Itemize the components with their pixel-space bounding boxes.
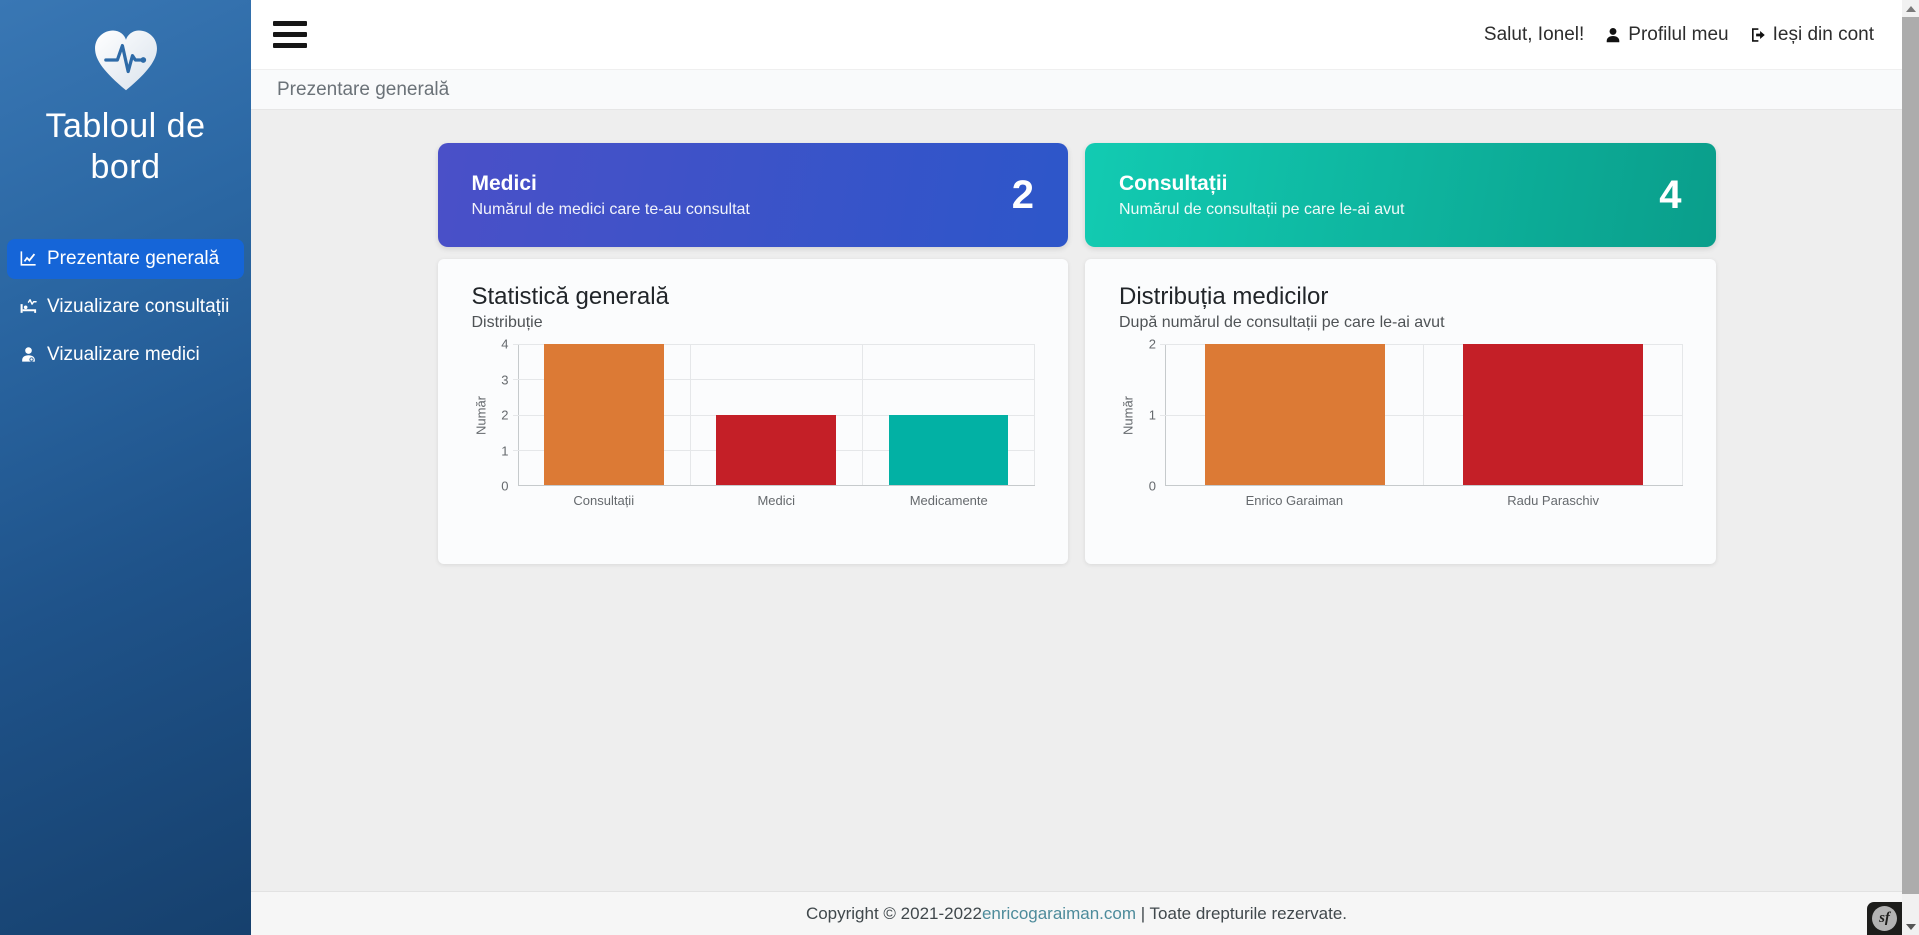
- plot-area: [1160, 344, 1683, 486]
- y-tick-label: 0: [501, 478, 509, 494]
- footer-site-link[interactable]: enricogaraiman.com: [981, 903, 1136, 923]
- chart-line-icon: [20, 251, 36, 267]
- y-axis-ticks: 0 1 2: [1137, 337, 1165, 494]
- y-tick-label: 4: [501, 336, 509, 352]
- chart-subtitle: Distribuție: [471, 314, 543, 331]
- bar-consultații: [544, 344, 664, 485]
- y-tick-label: 3: [501, 372, 509, 387]
- sidebar-item-label: Prezentare generală: [47, 247, 220, 269]
- y-axis-title: Număr: [1120, 395, 1136, 435]
- x-axis-label: Medicamente: [909, 493, 988, 508]
- chart-title: Distribuția medicilor: [1119, 283, 1329, 310]
- y-tick-label: 0: [1148, 478, 1156, 494]
- category-cell: [863, 344, 1036, 485]
- x-axis-label: Consultații: [573, 493, 635, 508]
- sidebar-item-label: Vizualizare medici: [47, 343, 200, 365]
- chart-subtitle: După numărul de consultații pe care le-a…: [1119, 314, 1445, 331]
- sidebar-item-vizualizare-medici[interactable]: Vizualizare medici: [7, 335, 244, 375]
- gridline: [1160, 344, 1683, 345]
- gridline: [1160, 414, 1683, 416]
- rights-text: | Toate drepturile rezervate.: [1135, 903, 1348, 923]
- y-axis-ticks: 0 1 2 3 4: [490, 337, 518, 494]
- procedures-icon: [20, 299, 37, 314]
- topbar-right: Salut, Ionel! Profilul meu Ieși din cont: [1484, 24, 1874, 46]
- bar-enrico-garaiman: [1204, 344, 1385, 485]
- x-axis-label: Enrico Garaiman: [1245, 493, 1344, 508]
- gridline: [512, 344, 1035, 345]
- chart-title: Statistică generală: [471, 283, 669, 310]
- stat-card-medici: Medici Numărul de medici care te-au cons…: [437, 143, 1068, 247]
- sidebar-item-vizualizare-consultatii[interactable]: Vizualizare consultații: [7, 287, 244, 327]
- stat-card-value: 2: [1011, 172, 1034, 217]
- user-md-icon: [22, 347, 35, 363]
- page-content: Medici Numărul de medici care te-au cons…: [251, 110, 1902, 891]
- sidebar-item-label: Vizualizare consultații: [47, 295, 230, 317]
- category-cell: [1166, 344, 1425, 485]
- sidebar-menu: Prezentare generală Vizualizare consulta…: [0, 238, 251, 375]
- y-tick-label: 1: [501, 443, 509, 458]
- stat-card-subtitle: Numărul de medici care te-au consultat: [471, 200, 750, 218]
- app-logo: [0, 0, 251, 94]
- vertical-scrollbar[interactable]: [1902, 0, 1919, 935]
- symfony-logo-icon: sf: [1872, 906, 1897, 931]
- x-axis-labels: Consultații Medici Medicamente: [518, 486, 1036, 512]
- sign-out-icon: [1751, 27, 1765, 42]
- stat-card-title: Medici: [471, 171, 537, 195]
- chart-card-statistica-generala: Statistică generală Distribuție Număr 0 1…: [437, 259, 1068, 564]
- copyright-text: Copyright © 2021-2022: [805, 903, 982, 923]
- heart-pulse-icon: [94, 30, 157, 91]
- gridline: [512, 379, 1035, 381]
- category-cell: [691, 344, 863, 485]
- breadcrumb-bar: Prezentare generală: [251, 70, 1902, 110]
- scroll-up-arrow-icon[interactable]: [1902, 0, 1919, 17]
- x-axis-labels: Enrico Garaiman Radu Paraschiv: [1165, 486, 1683, 512]
- app-title: Tabloul de bord: [45, 107, 206, 187]
- chart-card-distributia-medicilor: Distribuția medicilor După numărul de co…: [1085, 259, 1716, 564]
- x-axis-label: Medici: [757, 493, 796, 508]
- y-tick-label: 2: [1148, 336, 1156, 352]
- stat-card-value: 4: [1659, 172, 1682, 217]
- y-tick-label: 2: [501, 407, 509, 423]
- stat-card-title: Consultații: [1119, 171, 1228, 195]
- logout-link[interactable]: Ieși din cont: [1749, 24, 1874, 46]
- bar-radu-paraschiv: [1462, 344, 1643, 485]
- greeting-text: Salut, Ionel!: [1483, 23, 1585, 45]
- user-icon: [1606, 27, 1620, 42]
- bar-medicamente: [888, 414, 1009, 485]
- category-cell: [1424, 344, 1683, 485]
- sidebar-item-prezentare-generala[interactable]: Prezentare generală: [7, 238, 244, 279]
- footer: Copyright © 2021-2022 enricogaraiman.com…: [251, 891, 1902, 935]
- profile-link[interactable]: Profilul meu: [1604, 23, 1729, 46]
- plot-area: [512, 344, 1036, 486]
- y-tick-label: 1: [1148, 407, 1156, 423]
- stat-card-consultatii: Consultații Numărul de consultații pe ca…: [1085, 143, 1716, 247]
- main-area: Salut, Ionel! Profilul meu Ieși din cont…: [251, 0, 1902, 935]
- bar-medici: [716, 414, 837, 485]
- scrollbar-thumb[interactable]: [1902, 17, 1919, 894]
- y-axis-title: Număr: [473, 395, 488, 435]
- profile-link-label: Profilul meu: [1628, 23, 1729, 45]
- symfony-debug-toolbar-button[interactable]: sf: [1867, 902, 1902, 935]
- topbar: Salut, Ionel! Profilul meu Ieși din cont: [251, 0, 1902, 70]
- breadcrumb: Prezentare generală: [277, 78, 450, 100]
- stat-card-subtitle: Numărul de consultații pe care le-ai avu…: [1119, 200, 1405, 218]
- hamburger-menu-button[interactable]: [273, 21, 307, 48]
- x-axis-label: Radu Paraschiv: [1507, 493, 1600, 508]
- category-cell: [519, 344, 691, 485]
- logout-link-label: Ieși din cont: [1772, 23, 1874, 45]
- scroll-down-arrow-icon[interactable]: [1902, 918, 1919, 935]
- sidebar: Tabloul de bord Prezentare generală Vizu…: [0, 0, 251, 935]
- bar-chart-medici: Număr 0 1 2 Enrico Garaiman Radu Paraschiv: [1119, 337, 1683, 512]
- bar-chart-statistica: Număr 0 1 2 3 4 Consultații Medici Medicamente: [472, 337, 1036, 512]
